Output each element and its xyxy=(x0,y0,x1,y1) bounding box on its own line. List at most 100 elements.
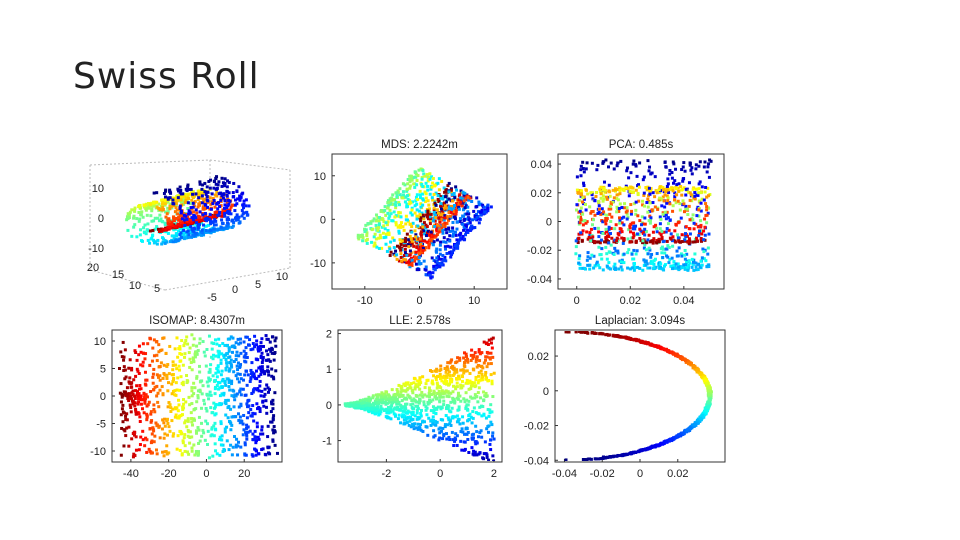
isomap-point xyxy=(242,349,246,353)
lle-point xyxy=(441,426,445,430)
isomap-point xyxy=(120,395,124,399)
isomap-point xyxy=(141,351,145,355)
original-point xyxy=(190,227,194,231)
mds-point xyxy=(398,203,402,207)
pca-point xyxy=(618,221,622,225)
lle-point xyxy=(432,429,436,433)
pca-point xyxy=(612,196,616,200)
isomap-point xyxy=(249,368,253,372)
mds-point xyxy=(418,193,422,197)
original-point xyxy=(187,212,191,216)
lle-point xyxy=(490,382,494,386)
original-point xyxy=(172,215,176,219)
mds-point xyxy=(424,273,428,277)
mds-point xyxy=(428,222,432,226)
isomap-point xyxy=(266,445,270,449)
original-point xyxy=(171,240,175,244)
lle-point xyxy=(489,341,493,345)
original-point xyxy=(194,208,198,212)
mds-point xyxy=(438,248,442,252)
mds-point xyxy=(427,207,431,211)
isomap-point xyxy=(258,384,262,388)
pca-point xyxy=(599,185,603,189)
pca-point xyxy=(620,221,624,225)
original-point xyxy=(175,234,179,238)
lle-point xyxy=(399,403,403,407)
isomap-point xyxy=(213,392,217,396)
mds-point xyxy=(404,195,408,199)
lle-point xyxy=(492,371,496,375)
lle-point xyxy=(384,402,388,406)
mds-point xyxy=(421,222,425,226)
lle-point xyxy=(381,398,385,402)
pca-point xyxy=(614,223,618,227)
mds-point xyxy=(468,196,472,200)
lle-point xyxy=(369,403,373,407)
isomap-point xyxy=(263,392,267,396)
mds-point xyxy=(429,276,433,280)
mds-point xyxy=(463,191,467,195)
isomap-point xyxy=(228,388,232,392)
pca-point xyxy=(634,224,638,228)
pca-point xyxy=(691,262,695,266)
pca-ytick-label: -0.02 xyxy=(527,245,552,257)
original-point xyxy=(164,215,168,219)
original-ztick-label: 0 xyxy=(98,213,104,225)
lle-point xyxy=(463,440,467,444)
isomap-point xyxy=(250,361,254,365)
lle-point xyxy=(412,381,416,385)
original-point xyxy=(178,190,182,194)
lle-point xyxy=(482,452,486,456)
lle-point xyxy=(404,411,408,415)
original-point xyxy=(221,208,225,212)
isomap-point xyxy=(257,452,261,456)
lle-point xyxy=(480,435,484,439)
isomap-point xyxy=(228,368,232,372)
lle-ytick-label: 1 xyxy=(326,364,332,376)
isomap-point xyxy=(263,387,267,391)
mds-point xyxy=(463,206,467,210)
isomap-point xyxy=(181,363,185,367)
pca-point xyxy=(665,194,669,198)
mds-point xyxy=(375,245,379,249)
lle-point xyxy=(409,386,413,390)
lle-point xyxy=(362,398,366,402)
isomap-point xyxy=(267,451,271,455)
isomap-point xyxy=(215,375,219,379)
mds-point xyxy=(409,251,413,255)
mds-point xyxy=(424,268,428,272)
isomap-point xyxy=(237,405,241,409)
pca-point xyxy=(625,212,629,216)
original-point xyxy=(168,223,172,227)
lle-point xyxy=(371,401,375,405)
original-point xyxy=(166,218,170,222)
lle-point xyxy=(436,383,440,387)
mds-point xyxy=(407,245,411,249)
mds-point xyxy=(450,193,454,197)
isomap-point xyxy=(169,409,173,413)
isomap-point xyxy=(157,350,161,354)
isomap-point xyxy=(229,443,233,447)
pca-point xyxy=(595,191,599,195)
lle-point xyxy=(461,384,465,388)
isomap-point xyxy=(209,355,213,359)
original-ztick-label: 10 xyxy=(92,183,104,195)
lle-point xyxy=(479,365,483,369)
original-point xyxy=(194,192,198,196)
mds-point xyxy=(415,183,419,187)
isomap-point xyxy=(227,347,231,351)
original-point xyxy=(227,191,231,195)
isomap-point xyxy=(148,427,152,431)
pca-point xyxy=(574,252,578,256)
mds-point xyxy=(400,246,404,250)
lle-point xyxy=(386,401,390,405)
mds-point xyxy=(432,208,436,212)
isomap-point xyxy=(255,421,259,425)
lle-point xyxy=(434,406,438,410)
pca-point xyxy=(680,168,684,172)
mds-point xyxy=(455,188,459,192)
pca-point xyxy=(694,167,698,171)
isomap-point xyxy=(158,436,162,440)
pca-point xyxy=(691,194,695,198)
lle-point xyxy=(414,383,418,387)
